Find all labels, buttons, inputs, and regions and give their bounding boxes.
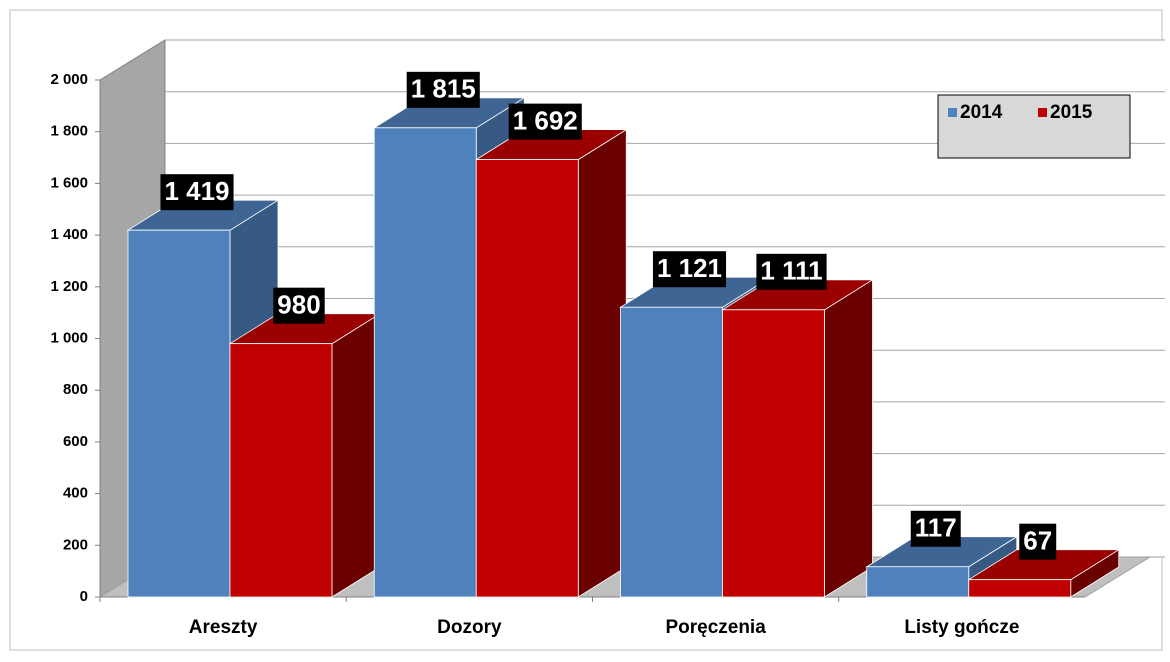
data-label: 1 121 [657, 253, 722, 283]
bar-side [331, 312, 381, 598]
legend-swatch [948, 108, 957, 117]
y-tick-label: 1 800 [50, 123, 88, 140]
bar [373, 127, 477, 598]
bar-side [824, 279, 873, 598]
bar [229, 343, 333, 598]
bar [866, 566, 970, 598]
y-tick-label: 2 000 [50, 71, 88, 88]
x-tick-label: Areszty [189, 617, 258, 638]
y-tick-label: 600 [63, 433, 88, 450]
data-label-bg [910, 510, 961, 547]
legend [937, 94, 1131, 159]
data-label: 1 419 [164, 176, 229, 206]
data-label-bg [508, 103, 582, 140]
y-tick-label: 0 [80, 588, 88, 605]
data-label: 1 815 [411, 74, 476, 104]
data-label: 1 692 [513, 105, 578, 135]
data-label-bg [406, 71, 480, 108]
data-label: 117 [915, 513, 957, 543]
data-label: 980 [277, 290, 320, 320]
x-tick-label: Poręczenia [665, 617, 766, 638]
bar-side [577, 128, 627, 598]
y-tick-label: 200 [63, 536, 88, 553]
data-label: 1 111 [760, 256, 822, 286]
x-tick-label: Dozory [437, 617, 502, 638]
y-tick-label: 1 600 [50, 174, 88, 191]
bar [620, 306, 723, 598]
bar [722, 309, 825, 598]
legend-label: 2014 [960, 102, 1003, 123]
bar [968, 579, 1072, 598]
data-label-bg [652, 251, 727, 288]
y-tick-label: 1 000 [50, 329, 88, 346]
legend-swatch [1038, 108, 1047, 117]
bar [127, 229, 231, 598]
x-tick-label: Listy gończe [904, 617, 1019, 638]
data-label-bg [1019, 523, 1057, 560]
data-label-bg [273, 287, 325, 324]
data-label: 67 [1023, 526, 1052, 556]
y-tick-label: 1 200 [50, 278, 88, 295]
y-tick-label: 400 [63, 485, 88, 502]
y-tick-label: 1 400 [50, 226, 88, 243]
y-tick-label: 800 [63, 381, 88, 398]
data-label-bg [756, 253, 827, 290]
bar [475, 159, 579, 598]
data-label-bg [160, 174, 234, 211]
legend-label: 2015 [1050, 102, 1093, 123]
